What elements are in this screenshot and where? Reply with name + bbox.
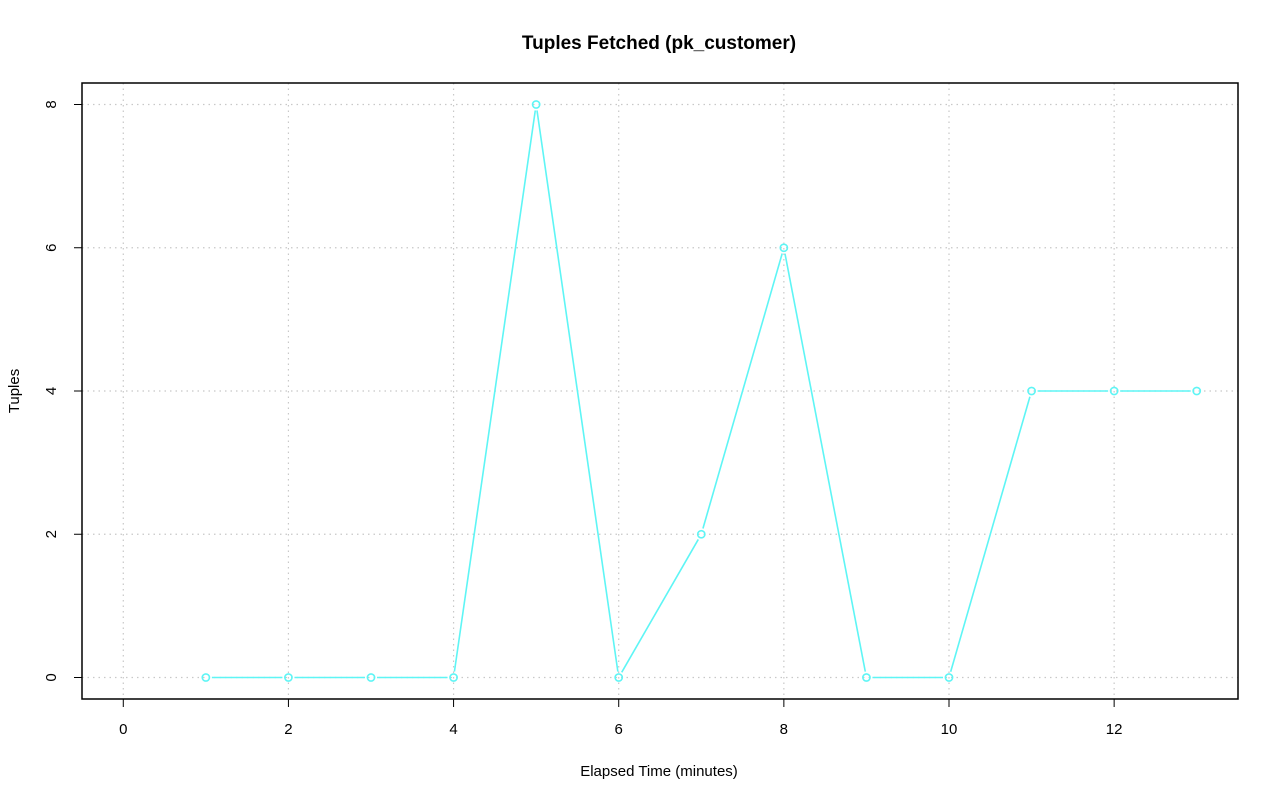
x-tick-label: 8 xyxy=(780,721,788,738)
x-tick-label: 6 xyxy=(615,721,623,738)
data-point xyxy=(1109,386,1119,396)
data-point xyxy=(944,673,954,682)
data-point xyxy=(862,673,871,682)
y-tick-label: 2 xyxy=(43,530,60,538)
data-point xyxy=(614,673,624,682)
x-tick-label: 2 xyxy=(284,721,292,738)
y-tick-label: 0 xyxy=(43,673,60,681)
series-line-segment xyxy=(949,396,1031,672)
y-tick-label: 8 xyxy=(43,100,60,108)
x-tick-label: 10 xyxy=(941,721,958,738)
data-point xyxy=(1027,386,1036,396)
series-line-segment xyxy=(702,253,783,529)
y-axis: 0 2 4 6 8 xyxy=(43,100,83,682)
data-point xyxy=(449,673,458,682)
x-tick-label: 4 xyxy=(449,721,457,738)
series-line-segment xyxy=(784,253,867,672)
x-tick-label: 12 xyxy=(1106,721,1123,738)
data-point xyxy=(366,673,376,682)
series-line-segment xyxy=(621,539,699,673)
series-layer xyxy=(201,100,1202,682)
data-point xyxy=(779,243,789,253)
y-tick-label: 6 xyxy=(43,244,60,252)
x-tick-label: 0 xyxy=(119,721,127,738)
data-point xyxy=(201,673,211,682)
series-line-segment xyxy=(536,110,619,672)
y-axis-label: Tuples xyxy=(6,369,23,413)
x-axis-label: Elapsed Time (minutes) xyxy=(580,763,738,780)
y-tick-label: 4 xyxy=(43,387,60,395)
data-point xyxy=(696,529,706,539)
data-point xyxy=(284,673,293,682)
data-point xyxy=(1192,386,1202,396)
data-point xyxy=(531,100,541,109)
x-axis: 0 2 4 6 8 10 12 xyxy=(119,698,1123,738)
series-line-segment xyxy=(453,110,537,672)
chart-title: Tuples Fetched (pk_customer) xyxy=(522,33,796,54)
